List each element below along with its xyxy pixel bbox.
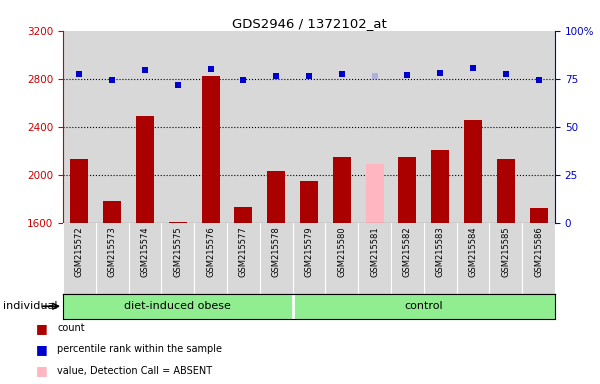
Bar [530,208,548,223]
Bar [136,116,154,223]
Text: GSM215577: GSM215577 [239,226,248,277]
Text: GSM215586: GSM215586 [534,226,543,277]
Point [468,65,478,71]
Bar [464,119,482,223]
Point [271,73,281,79]
Bar [431,149,449,223]
Point [370,73,379,79]
Text: GSM215576: GSM215576 [206,226,215,277]
Text: GSM215581: GSM215581 [370,226,379,277]
Point [74,71,84,77]
Text: control: control [404,301,443,311]
Point [337,71,347,77]
Bar [267,171,285,223]
Bar [365,164,383,223]
Bar [202,76,220,223]
Text: ■: ■ [36,322,48,335]
Text: ■: ■ [36,364,48,377]
Text: GSM215572: GSM215572 [75,226,84,277]
Point [304,73,314,79]
Bar [398,157,416,223]
Bar [497,159,515,223]
Bar [169,222,187,223]
Bar [103,201,121,223]
Point [239,77,248,83]
Point [501,71,511,77]
Text: count: count [57,323,85,333]
Text: GSM215585: GSM215585 [502,226,510,277]
Point [140,67,150,73]
Point [534,77,544,83]
Bar [300,181,318,223]
Text: GSM215574: GSM215574 [140,226,149,277]
Text: GSM215573: GSM215573 [108,226,116,277]
Bar [70,159,88,223]
Point [173,82,182,88]
Bar [333,157,351,223]
Text: diet-induced obese: diet-induced obese [124,301,231,311]
Text: GSM215582: GSM215582 [403,226,412,277]
Text: percentile rank within the sample: percentile rank within the sample [57,344,222,354]
Point [107,77,117,83]
Point [436,70,445,76]
Text: GSM215579: GSM215579 [305,226,314,277]
Point [206,66,215,72]
Bar [235,207,253,223]
Text: value, Detection Call = ABSENT: value, Detection Call = ABSENT [57,366,212,376]
Text: individual: individual [3,301,58,311]
Point [403,72,412,78]
Text: GSM215580: GSM215580 [337,226,346,277]
Title: GDS2946 / 1372102_at: GDS2946 / 1372102_at [232,17,386,30]
Text: ■: ■ [36,343,48,356]
Text: GSM215578: GSM215578 [272,226,281,277]
Text: GSM215584: GSM215584 [469,226,478,277]
Text: GSM215583: GSM215583 [436,226,445,277]
Text: GSM215575: GSM215575 [173,226,182,277]
